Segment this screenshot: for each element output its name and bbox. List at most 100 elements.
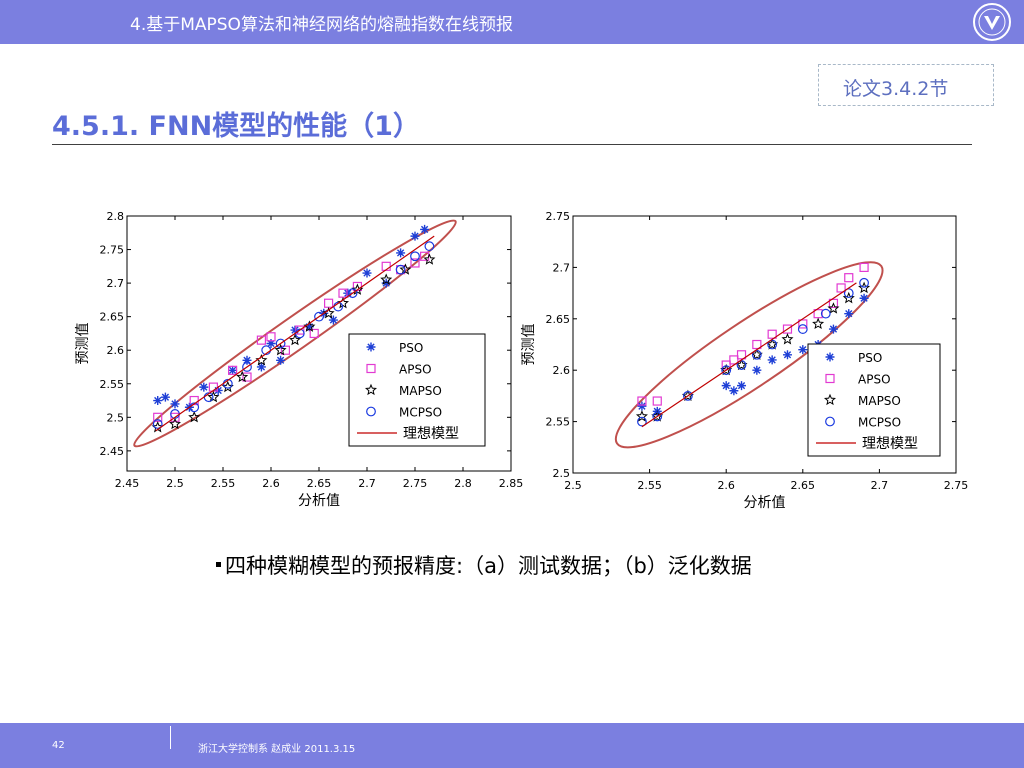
chart-b-pso-point — [798, 345, 808, 355]
chart-a-y-tick-label: 2.75 — [100, 244, 125, 257]
chart-a-pso-point — [276, 355, 286, 365]
figure-caption: 四种模糊模型的预报精度:（a）测试数据；（b）泛化数据 — [216, 550, 752, 580]
chart-b-mcpso-point — [721, 365, 732, 376]
paper-reference-box: 论文3.4.2节 — [818, 64, 994, 106]
chart-a-mcpso-point — [152, 419, 163, 429]
chart-b-x-tick-label: 2.6 — [717, 479, 735, 492]
chart-b-y-axis-label: 预测值 — [521, 324, 537, 366]
chart-a-mapso-point — [255, 353, 268, 366]
chart-b-apso-point — [637, 396, 647, 406]
chart-b-mapso-point — [635, 410, 648, 422]
figure-caption-text: 四种模糊模型的预报精度:（a）测试数据；（b）泛化数据 — [225, 554, 752, 578]
chart-a-apso-point — [228, 365, 238, 375]
chart-a-mapso-point — [423, 253, 436, 265]
chart-b-mapso-point — [781, 333, 794, 345]
chart-a-pso-point — [213, 385, 223, 395]
chart-a-y-tick-label: 2.5 — [107, 411, 125, 424]
chart-a-x-tick-label: 2.85 — [499, 477, 524, 490]
chart-a-mapso-point — [303, 320, 316, 332]
chart-b-apso-point — [652, 396, 662, 406]
chart-a-pso-point — [170, 399, 180, 409]
chart-a-pso-point — [328, 315, 338, 325]
chart-b-mcpso-point — [767, 339, 778, 350]
chart-a-apso-point — [256, 335, 266, 345]
page-title: 4.5.1. FNN模型的性能（1） — [52, 111, 420, 142]
slide-section-title: 4.基于MAPSO算法和神经网络的熔融指数在线预报 — [130, 15, 513, 35]
chart-a-mapso-point — [322, 306, 335, 319]
chart-a-mcpso-point — [314, 311, 324, 322]
chart-b-pso-point — [752, 365, 762, 375]
chart-a-pso-point — [290, 325, 300, 335]
chart-a-apso-point — [309, 328, 319, 339]
university-emblem-icon — [973, 3, 1011, 41]
chart-b-mcpso-point — [637, 416, 647, 427]
chart-b-mcpso-point — [751, 349, 762, 360]
chart-a-x-tick-label: 2.5 — [166, 477, 184, 490]
chart-b-legend-label: PSO — [858, 351, 882, 365]
chart-a-x-tick-label: 2.6 — [262, 477, 280, 490]
chart-a-apso-point — [266, 332, 276, 342]
chart-a-legend-mcpso-marker — [366, 406, 376, 417]
chart-b-x-tick-label: 2.65 — [791, 479, 816, 492]
chart-b-legend-apso-marker — [825, 373, 835, 384]
chart-b-y-tick-label: 2.7 — [553, 261, 571, 274]
chart-a-y-tick-label: 2.65 — [100, 311, 125, 324]
chart-b-pso-point — [782, 350, 792, 360]
chart-a-pso-point — [381, 278, 391, 288]
chart-b-mcpso-point — [652, 411, 663, 422]
chart-a-mcpso-point — [347, 288, 358, 299]
chart-b-y-tick-label: 2.6 — [553, 364, 571, 377]
chart-a-pso-point — [256, 362, 266, 372]
chart-b-mcpso-point — [682, 390, 693, 401]
chart-b-ideal-model-line — [641, 282, 857, 428]
chart-b-mcpso-point — [859, 277, 869, 288]
chart-b-legend-label: 理想模型 — [862, 436, 918, 452]
chart-b-mcpso-point — [736, 360, 747, 370]
chart-b-mcpso-point — [843, 288, 854, 298]
chart-a-pso-point — [362, 268, 372, 278]
chart-a-y-tick-label: 2.6 — [107, 344, 125, 357]
chart-a-mcpso-point — [275, 338, 286, 349]
chart-b-x-axis-label: 分析值 — [744, 495, 786, 511]
chart-b-pso-point — [637, 401, 647, 411]
chart-b-pso-point — [828, 324, 838, 334]
chart-b-legend-mcpso-marker — [825, 416, 835, 427]
chart-a-pso-point — [199, 382, 209, 392]
chart-a-legend-mapso-marker — [365, 383, 377, 396]
chart-a-mapso-point — [336, 296, 350, 309]
chart-a-mcpso-point — [424, 241, 435, 252]
chart-a-mapso-point — [289, 333, 301, 346]
chart-a-mapso-point — [274, 343, 287, 356]
chart-a-pso-point — [228, 365, 238, 375]
chart-a-apso-point — [242, 372, 252, 382]
chart-b-highlight-ellipse — [614, 261, 884, 449]
chart-b-y-tick-label: 2.65 — [546, 313, 571, 326]
chart-a-mcpso-point — [395, 264, 406, 275]
chart-a-mapso-point — [188, 411, 201, 423]
chart-a-x-tick-label: 2.65 — [307, 477, 332, 490]
chart-a-pso-point — [242, 355, 252, 365]
chart-a-mapso-point — [351, 283, 364, 295]
chart-a-y-tick-label: 2.55 — [100, 378, 125, 391]
chart-b-pso-point — [729, 386, 739, 396]
chart-b-legend-box — [807, 343, 941, 457]
chart-b-pso-point — [737, 381, 747, 391]
chart-b-x-tick-label: 2.55 — [637, 479, 662, 492]
chart-a-apso-point — [295, 325, 305, 335]
chart-b-pso-point — [844, 309, 854, 319]
chart-a-highlight-ellipse — [133, 219, 457, 448]
chart-a-x-tick-label: 2.55 — [211, 477, 236, 490]
chart-b-apso-point — [859, 262, 869, 273]
chart-a-test-data: 2.45 2.5 2.55 2.6 2.65 2.7 2.75 2.8 2.85 2.45 2.5 2… — [75, 210, 524, 509]
chart-a-apso-point — [170, 412, 180, 422]
chart-b-pso-point — [767, 355, 777, 365]
chart-b-y-tick-label: 2.75 — [546, 210, 571, 223]
chart-b-apso-point — [844, 273, 854, 283]
chart-b-apso-point — [798, 319, 808, 329]
chart-b-apso-point — [828, 298, 839, 308]
chart-b-mapso-point — [827, 302, 840, 314]
footer-divider — [170, 726, 171, 749]
chart-b-x-tick-label: 2.75 — [944, 479, 969, 492]
page-number: 42 — [52, 740, 65, 751]
chart-a-pso-point — [410, 231, 420, 241]
